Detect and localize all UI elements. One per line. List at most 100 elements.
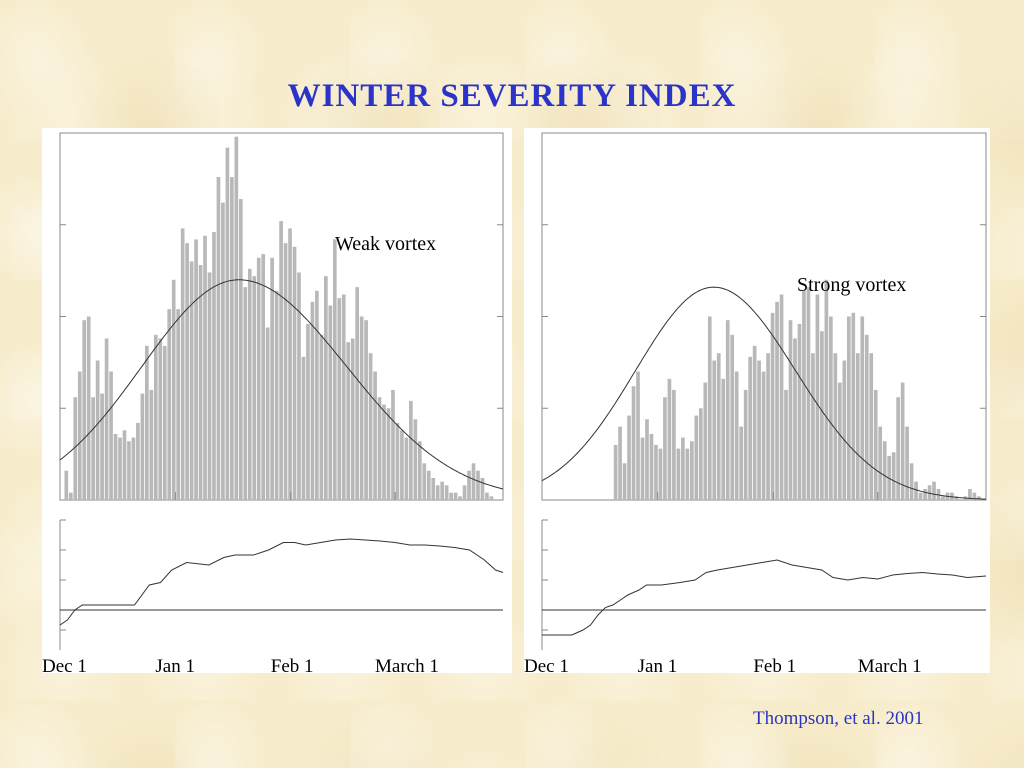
- left-bar-2: [68, 492, 73, 500]
- left-bar-14: [122, 430, 127, 500]
- left-bar-18: [140, 393, 145, 500]
- left-bar-91: [467, 470, 471, 500]
- left-bar-81: [422, 463, 427, 500]
- right-annotation: Strong vortex: [797, 274, 906, 296]
- left-bar-60: [328, 305, 333, 500]
- left-bar-10: [104, 338, 109, 500]
- left-bar-27: [180, 228, 185, 501]
- right-bar-40: [721, 378, 726, 500]
- left-bar-26: [176, 309, 181, 500]
- left-bar-48: [274, 290, 279, 500]
- left-bar-70: [373, 371, 377, 500]
- left-xtick-label-3: March 1: [375, 656, 439, 677]
- right-bar-52: [775, 301, 779, 500]
- right-bar-34: [694, 415, 699, 500]
- left-bar-68: [364, 320, 368, 500]
- left-bar-79: [413, 419, 418, 500]
- right-bar-29: [672, 389, 676, 500]
- left-bar-23: [162, 345, 167, 500]
- right-bar-73: [869, 353, 874, 500]
- right-bar-21: [636, 371, 640, 500]
- right-bar-58: [802, 290, 806, 500]
- right-bar-30: [676, 448, 681, 500]
- left-bar-90: [462, 485, 467, 500]
- right-bar-18: [622, 463, 627, 500]
- right-bar-42: [730, 334, 735, 500]
- right-bar-69: [851, 312, 856, 500]
- right-bar-39: [716, 353, 721, 500]
- right-bar-55: [788, 320, 793, 500]
- page-title: Winter Severity Index: [287, 78, 737, 114]
- left-bar-94: [480, 477, 485, 500]
- right-bar-27: [663, 397, 667, 500]
- left-bar-63: [341, 294, 346, 500]
- right-chart-panel: [524, 128, 990, 673]
- left-bar-92: [471, 463, 476, 500]
- right-bar-70: [855, 353, 860, 500]
- left-bar-37: [225, 147, 230, 500]
- left-bar-25: [171, 279, 176, 500]
- left-bar-58: [319, 334, 324, 500]
- left-bar-41: [243, 287, 248, 500]
- left-bar-11: [109, 371, 113, 500]
- left-bar-77: [404, 437, 409, 500]
- left-bar-67: [359, 316, 364, 500]
- right-bar-28: [667, 378, 672, 500]
- right-bar-45: [743, 389, 748, 500]
- left-bar-46: [265, 327, 270, 500]
- left-bar-47: [270, 257, 274, 500]
- right-bar-76: [882, 441, 887, 500]
- left-bar-13: [118, 437, 122, 500]
- left-annotation: Weak vortex: [335, 233, 436, 255]
- left-bar-28: [185, 243, 189, 500]
- left-bar-6: [86, 316, 91, 500]
- left-bar-61: [332, 239, 337, 500]
- right-bar-60: [811, 353, 815, 500]
- right-bar-97: [977, 496, 981, 500]
- right-bar-84: [918, 492, 923, 500]
- left-xtick-label-0: Dec 1: [42, 656, 87, 677]
- left-bar-9: [100, 393, 104, 500]
- left-bar-78: [409, 400, 413, 500]
- left-bar-30: [194, 239, 198, 500]
- right-bar-47: [752, 345, 757, 500]
- left-bar-32: [203, 235, 207, 500]
- right-climatology-curve: [541, 286, 986, 500]
- right-bar-22: [640, 437, 645, 500]
- left-bar-80: [417, 441, 422, 500]
- right-xtick-label-3: March 1: [858, 656, 922, 677]
- left-bar-45: [261, 254, 266, 500]
- right-bar-59: [806, 287, 811, 500]
- right-bar-17: [618, 426, 622, 500]
- right-bar-64: [829, 316, 833, 500]
- left-xtick-label-2: Feb 1: [271, 656, 314, 677]
- left-bar-36: [221, 202, 225, 501]
- right-xtick-label-0: Dec 1: [524, 656, 569, 677]
- left-bar-5: [82, 320, 87, 500]
- right-bar-92: [954, 496, 959, 500]
- left-bar-1: [64, 470, 69, 500]
- right-bar-82: [909, 463, 914, 500]
- left-index-line: [59, 538, 504, 626]
- left-bar-21: [153, 334, 158, 500]
- right-bar-44: [739, 426, 744, 500]
- left-bar-71: [377, 397, 382, 500]
- left-bar-4: [77, 371, 82, 500]
- right-bar-35: [698, 408, 703, 500]
- left-bar-56: [310, 301, 315, 500]
- right-bar-16: [613, 444, 618, 500]
- right-bar-79: [896, 397, 900, 500]
- right-bar-51: [770, 312, 775, 500]
- left-bar-7: [91, 397, 95, 500]
- left-bar-82: [426, 470, 431, 500]
- left-bar-15: [127, 441, 131, 500]
- right-bar-56: [793, 338, 797, 500]
- right-bar-91: [950, 492, 954, 500]
- right-xtick-label-2: Feb 1: [753, 656, 796, 677]
- right-bar-85: [923, 488, 927, 500]
- right-bar-67: [842, 360, 847, 500]
- right-bar-62: [820, 331, 824, 500]
- left-bar-59: [324, 276, 328, 500]
- left-bar-87: [449, 492, 453, 500]
